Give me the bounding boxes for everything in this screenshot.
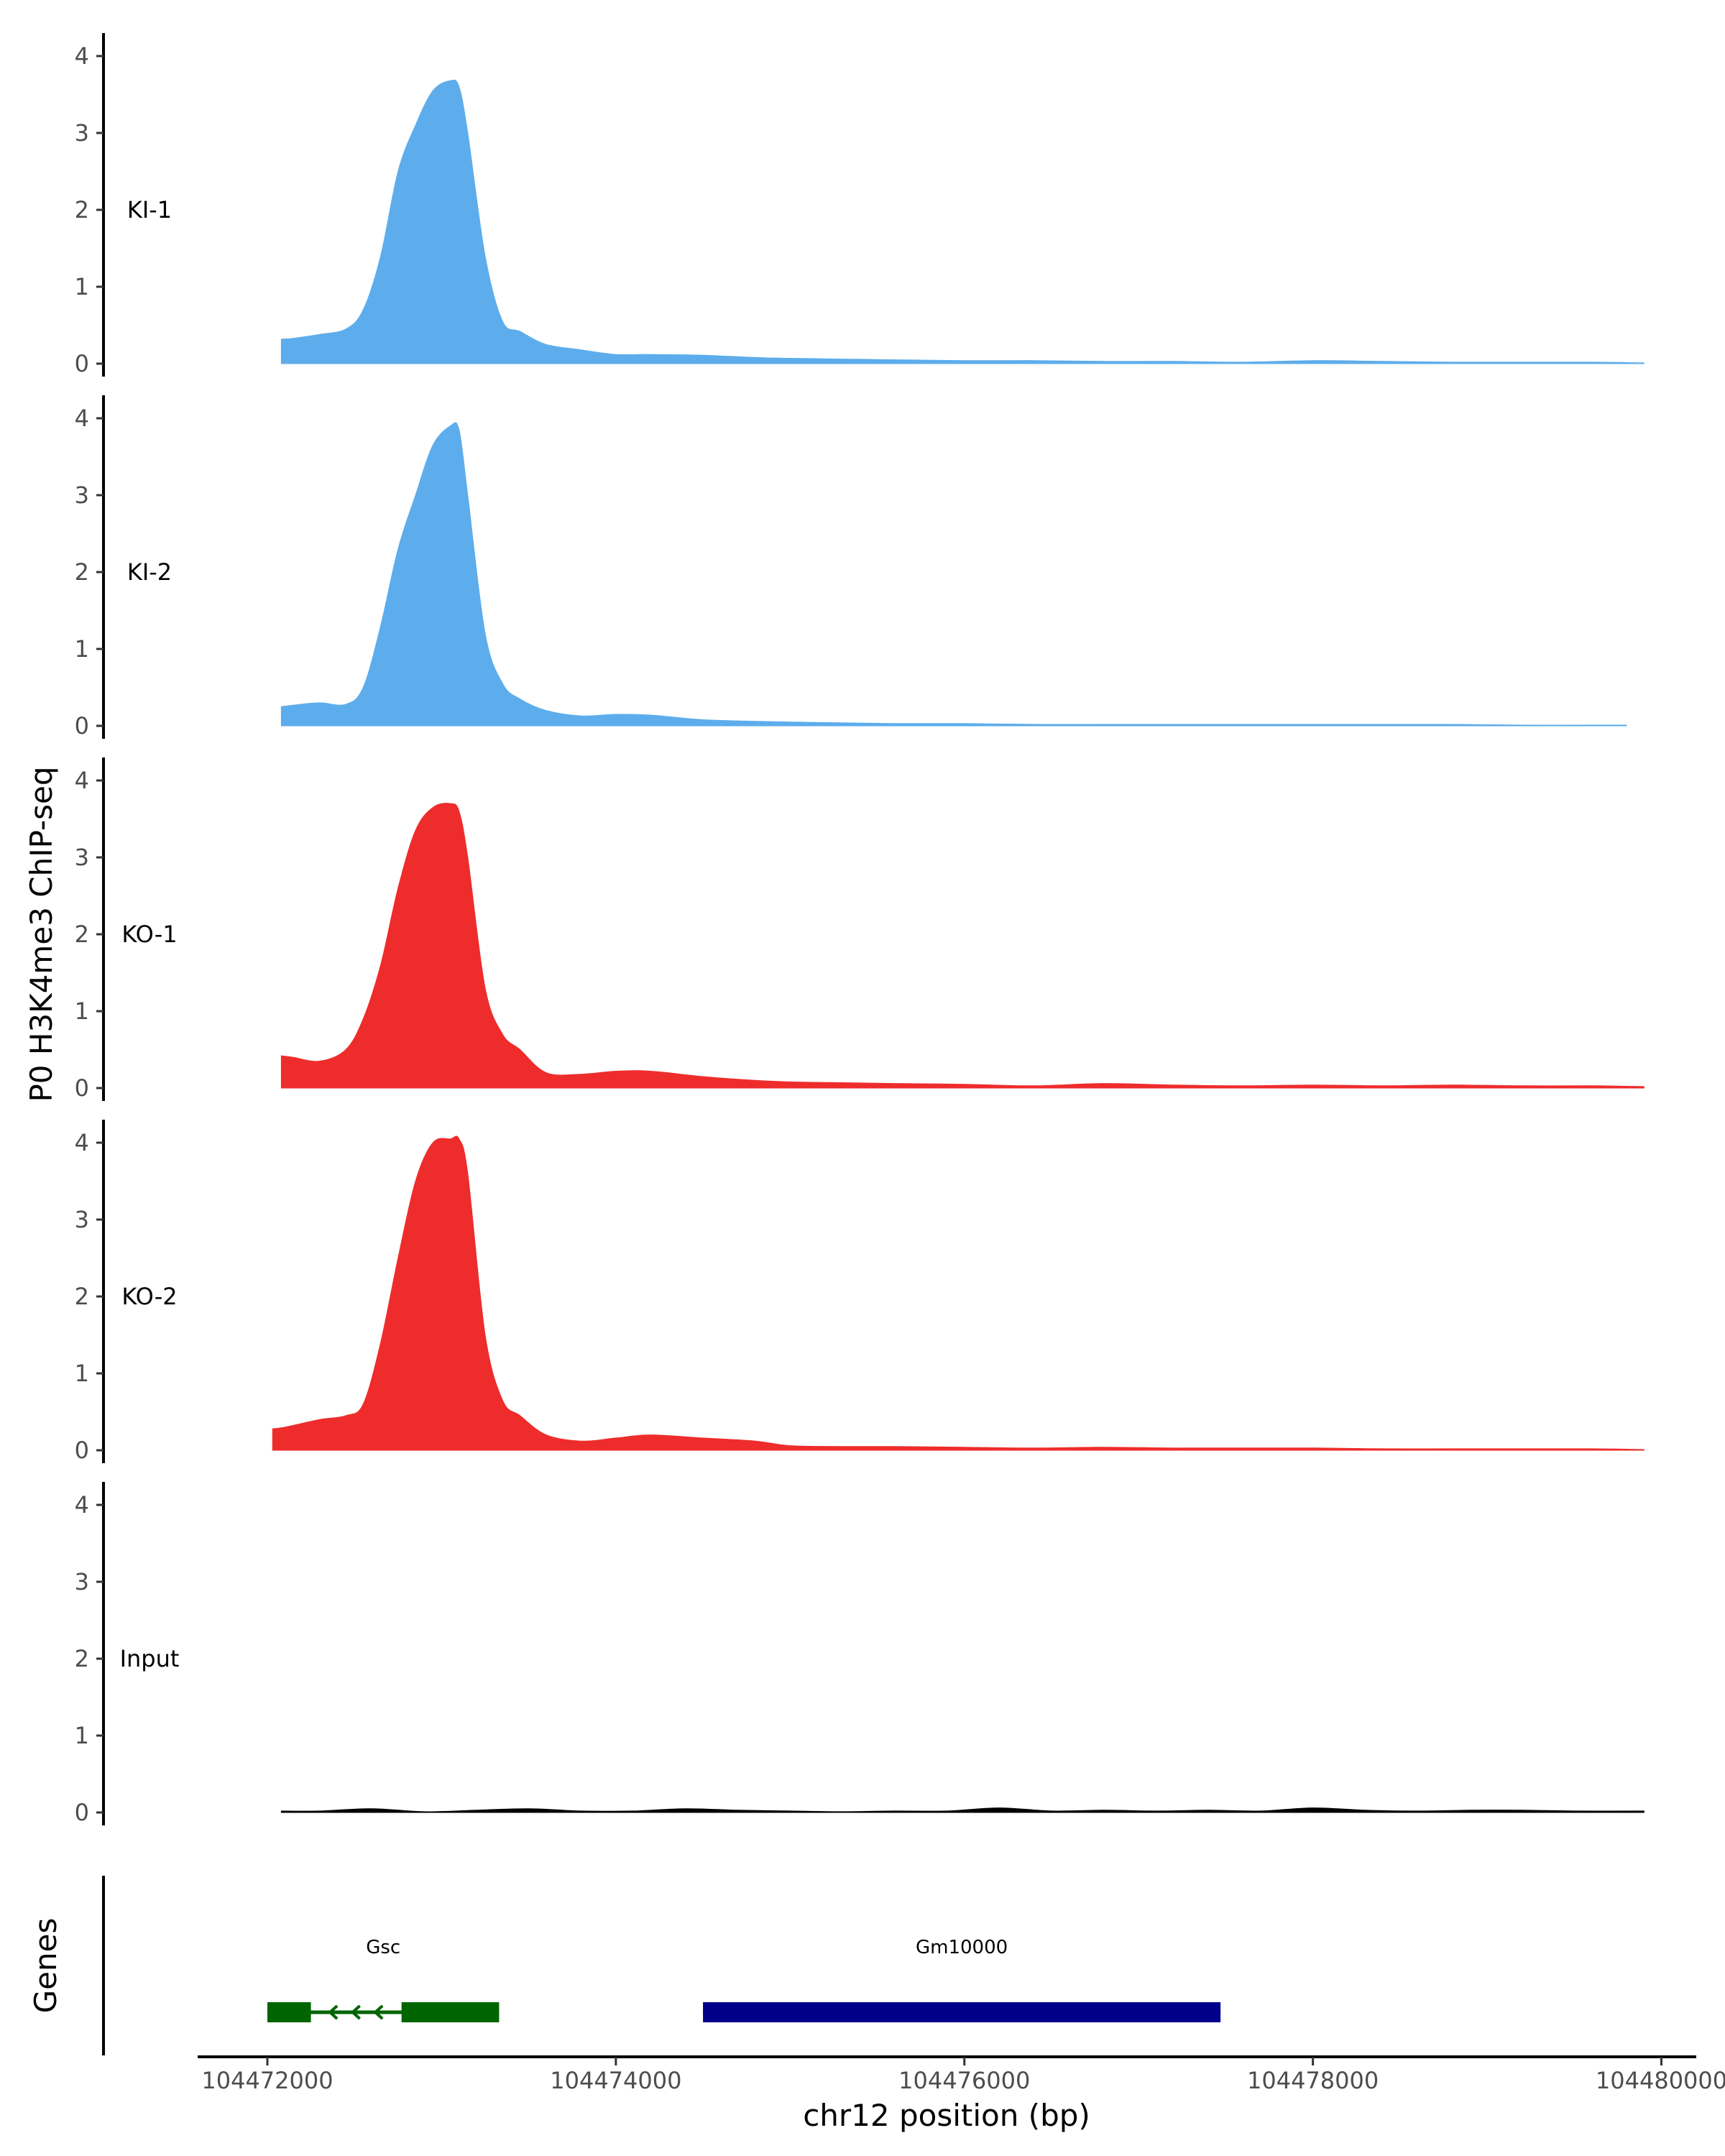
track-label: KO-1 xyxy=(121,921,177,948)
gene-label: Gm10000 xyxy=(916,1937,1008,1958)
track-ko-1: 0 1 2 3 4 KO-1 xyxy=(75,757,1644,1102)
y-tick-label: 2 xyxy=(75,1283,89,1310)
y-tick-label: 0 xyxy=(75,1799,89,1826)
track-ki-2: 0 1 2 3 4 KI-2 xyxy=(75,395,1627,740)
y-tick-label: 1 xyxy=(75,635,89,663)
x-tick-label: 104474000 xyxy=(550,2067,681,2094)
y-tick-label: 2 xyxy=(75,196,89,224)
coverage-area xyxy=(280,79,1644,364)
y-tick-label: 0 xyxy=(75,1074,89,1102)
gene-gsc: Gsc xyxy=(267,1937,500,2022)
y-tick-label: 1 xyxy=(75,1722,89,1749)
strand-arrow xyxy=(373,2004,384,2020)
strand-arrow xyxy=(328,2004,339,2020)
track-input: 0 1 2 3 4 Input xyxy=(75,1482,1644,1826)
gene-gm10000: Gm10000 xyxy=(703,1937,1221,2022)
x-axis-title: chr12 position (bp) xyxy=(803,2098,1090,2133)
y-tick-label: 2 xyxy=(75,921,89,948)
coverage-area xyxy=(280,422,1627,727)
y-tick-label: 2 xyxy=(75,558,89,586)
y-tick-label: 0 xyxy=(75,1437,89,1464)
coverage-area xyxy=(280,1807,1644,1813)
gene-exon xyxy=(401,2002,500,2022)
gene-exon xyxy=(703,2002,1221,2022)
y-tick-label: 1 xyxy=(75,273,89,300)
y-axis-title: P0 H3K4me3 ChIP-seq xyxy=(24,766,59,1102)
coverage-area xyxy=(280,803,1644,1089)
x-tick-label: 104480000 xyxy=(1596,2067,1725,2094)
y-tick-label: 3 xyxy=(75,1568,89,1595)
genes-track-title: Genes xyxy=(28,1918,63,2014)
gene-label: Gsc xyxy=(366,1937,400,1958)
y-tick-label: 1 xyxy=(75,1360,89,1387)
y-tick-label: 2 xyxy=(75,1645,89,1672)
y-tick-label: 3 xyxy=(75,119,89,147)
x-tick-label: 104476000 xyxy=(898,2067,1030,2094)
y-tick-label: 4 xyxy=(75,42,89,70)
track-label: KI-1 xyxy=(127,196,172,224)
y-tick-label: 3 xyxy=(75,482,89,509)
track-label: Input xyxy=(120,1645,180,1672)
track-label: KI-2 xyxy=(127,558,172,586)
track-label: KO-2 xyxy=(121,1283,177,1310)
y-tick-label: 1 xyxy=(75,998,89,1025)
y-tick-label: 3 xyxy=(75,844,89,871)
track-ko-2: 0 1 2 3 4 KO-2 xyxy=(75,1120,1644,1464)
coverage-area xyxy=(272,1135,1644,1451)
gene-exon xyxy=(267,2002,311,2022)
y-tick-label: 0 xyxy=(75,712,89,740)
x-axis: 104472000 104474000 104476000 104478000 1044… xyxy=(198,2055,1725,2094)
y-tick-label: 4 xyxy=(75,767,89,794)
genes-track: Gsc Gm10000 xyxy=(102,1876,1221,2055)
y-tick-label: 3 xyxy=(75,1206,89,1233)
y-tick-label: 0 xyxy=(75,350,89,377)
coverage-tracks: 0 1 2 3 4 KI-1 0 1 2 3 4 KI-2 0 1 2 3 4 KO-1 0 1 2 3 4 KO-2 0 1 2 3… xyxy=(75,33,1644,1826)
y-tick-label: 4 xyxy=(75,1129,89,1156)
x-tick-label: 104472000 xyxy=(201,2067,333,2094)
track-ki-1: 0 1 2 3 4 KI-1 xyxy=(75,33,1644,377)
x-tick-label: 104478000 xyxy=(1247,2067,1379,2094)
y-tick-label: 4 xyxy=(75,1491,89,1519)
y-tick-label: 4 xyxy=(75,405,89,432)
strand-arrow xyxy=(350,2004,361,2020)
